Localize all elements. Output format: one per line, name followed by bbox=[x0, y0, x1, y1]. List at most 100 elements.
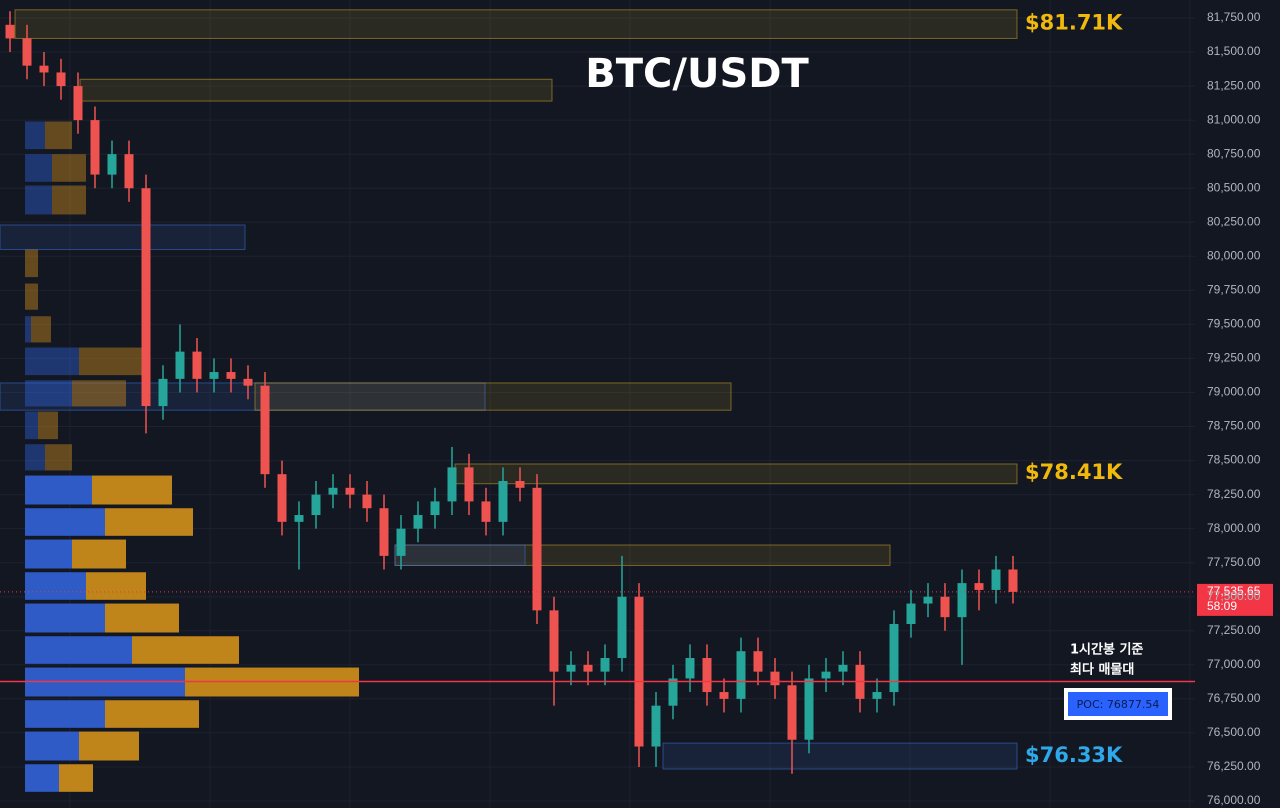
candle-body bbox=[209, 372, 219, 379]
overlay: $81.71K $78.41K $76.33K POC: 76877.54 1시간봉 기… bbox=[0, 10, 1273, 767]
volume-sell bbox=[72, 380, 126, 407]
volume-buy bbox=[25, 731, 79, 761]
candle-body bbox=[226, 372, 236, 379]
poc-box bbox=[1068, 692, 1168, 716]
candle-body bbox=[362, 494, 372, 509]
volume-buy bbox=[25, 539, 72, 569]
volume-sell bbox=[52, 154, 86, 182]
candle-body bbox=[889, 623, 899, 693]
y-tick-label: 80,500.00 bbox=[1207, 180, 1261, 194]
zone bbox=[0, 224, 246, 250]
y-tick-label: 79,500.00 bbox=[1207, 317, 1261, 331]
candle-body bbox=[600, 658, 610, 672]
poc-label: POC: 76877.54 bbox=[1077, 698, 1160, 711]
y-tick-label: 79,000.00 bbox=[1207, 385, 1261, 399]
y-tick-label: 80,750.00 bbox=[1207, 146, 1261, 160]
y-tick-label: 81,250.00 bbox=[1207, 78, 1261, 92]
zone bbox=[14, 9, 1018, 39]
candle-body bbox=[328, 487, 338, 495]
volume-sell bbox=[79, 347, 143, 376]
candle-body bbox=[906, 603, 916, 624]
candle-body bbox=[821, 671, 831, 679]
candle-body bbox=[141, 188, 151, 407]
candle-body bbox=[413, 515, 423, 529]
y-tick-label: 76,500.00 bbox=[1207, 725, 1261, 739]
y-tick-label: 81,000.00 bbox=[1207, 112, 1261, 126]
candle-body bbox=[379, 508, 389, 556]
candle-body bbox=[566, 664, 576, 672]
candle-body bbox=[532, 487, 542, 611]
y-tick-label: 79,750.00 bbox=[1207, 283, 1261, 297]
y-tick-label: 81,500.00 bbox=[1207, 44, 1261, 58]
volume-sell bbox=[52, 185, 86, 215]
candle-body bbox=[515, 480, 525, 488]
annotation: 최다 매물대 bbox=[1070, 662, 1134, 678]
candle-body bbox=[770, 671, 780, 686]
candle-body bbox=[243, 378, 253, 386]
volume-buy bbox=[25, 347, 79, 376]
candles bbox=[5, 11, 1018, 774]
annotation: 1시간봉 기준 bbox=[1070, 642, 1143, 658]
candle-body bbox=[260, 385, 270, 475]
candle-body bbox=[73, 86, 83, 121]
candle-body bbox=[651, 705, 661, 747]
volume-buy bbox=[25, 411, 38, 440]
candle-body bbox=[175, 351, 185, 379]
candle-body bbox=[583, 664, 593, 672]
candle-body bbox=[430, 501, 440, 516]
zones bbox=[0, 9, 1018, 770]
y-tick-label: 76,750.00 bbox=[1207, 691, 1261, 705]
candle-body bbox=[736, 651, 746, 699]
volume-sell bbox=[59, 764, 93, 792]
y-tick-label: 77,500.00 bbox=[1207, 589, 1261, 603]
y-tick-label: 76,250.00 bbox=[1207, 759, 1261, 773]
y-tick-label: 78,750.00 bbox=[1207, 419, 1261, 433]
candle-body bbox=[617, 596, 627, 659]
candle-body bbox=[787, 685, 797, 740]
volume-sell bbox=[86, 572, 146, 600]
candle-body bbox=[294, 515, 304, 522]
candle-body bbox=[719, 692, 729, 699]
volume-sell bbox=[31, 316, 51, 343]
candle-body bbox=[872, 692, 882, 699]
volume-buy bbox=[25, 700, 105, 728]
candle-body bbox=[277, 474, 287, 522]
zone bbox=[0, 382, 486, 411]
candle-body bbox=[56, 72, 66, 87]
candle-body bbox=[753, 651, 763, 672]
y-tick-label: 77,000.00 bbox=[1207, 657, 1261, 671]
price-tag-countdown: 58:09 bbox=[1207, 599, 1237, 613]
candle-body bbox=[838, 664, 848, 672]
volume-sell bbox=[92, 475, 172, 505]
volume-sell bbox=[45, 444, 72, 471]
volume-buy bbox=[25, 572, 86, 600]
candle-body bbox=[974, 583, 984, 590]
volume-sell bbox=[25, 249, 38, 278]
y-tick-label: 80,000.00 bbox=[1207, 248, 1261, 262]
y-tick-label: 81,750.00 bbox=[1207, 10, 1261, 24]
volume-buy bbox=[25, 764, 59, 792]
candle-body bbox=[702, 658, 712, 693]
candle-body bbox=[957, 583, 967, 618]
candle-body bbox=[311, 494, 321, 516]
y-tick-label: 79,250.00 bbox=[1207, 351, 1261, 365]
candle-body bbox=[991, 569, 1001, 590]
volume-buy bbox=[25, 185, 52, 215]
zone bbox=[662, 742, 1018, 770]
candle-body bbox=[464, 467, 474, 502]
candle-body bbox=[22, 38, 32, 66]
zone bbox=[79, 78, 553, 102]
candle-body bbox=[158, 378, 168, 407]
candle-body bbox=[192, 351, 202, 379]
price-tag bbox=[1197, 583, 1273, 616]
volume-sell bbox=[25, 283, 38, 310]
candle-body bbox=[685, 658, 695, 679]
volume-sell bbox=[105, 508, 193, 536]
volume-buy bbox=[25, 636, 132, 664]
volume-sell bbox=[105, 603, 179, 633]
level-label: $81.71K bbox=[1025, 10, 1123, 34]
candle-body bbox=[447, 467, 457, 502]
volume-buy bbox=[25, 154, 52, 182]
candle-body bbox=[5, 24, 15, 39]
